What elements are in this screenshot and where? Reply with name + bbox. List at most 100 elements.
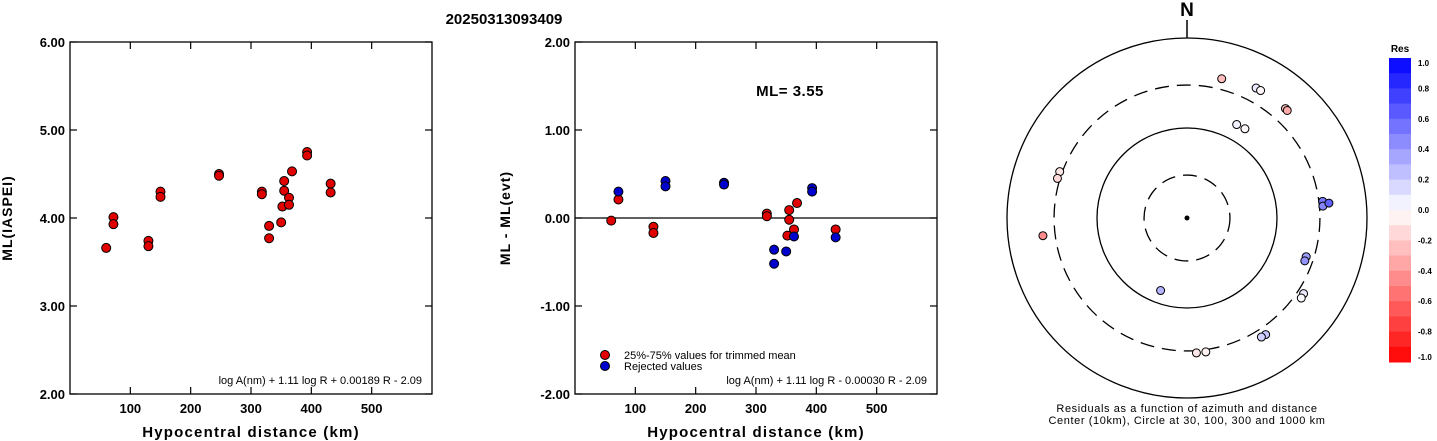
colorbar-tick-label: 1.0	[1418, 59, 1430, 68]
x-tick-label: 300	[745, 401, 767, 416]
caption-line-2: Center (10km), Circle at 30, 100, 300 an…	[1048, 415, 1325, 427]
colorbar-cell	[1389, 301, 1411, 317]
data-point	[325, 187, 336, 198]
colorbar-cell	[1389, 316, 1411, 333]
residual-colorbar: Res 1.0 0.8 0.6 0.4 0.2 0.0 -0.2 -0.4 -0.6 -0.8 -1…	[1389, 44, 1432, 363]
x-axis-label: Hypocentral distance (km)	[142, 424, 360, 441]
data-point	[660, 181, 671, 192]
data-point	[719, 179, 730, 190]
y-tick-label: 6.00	[40, 35, 65, 50]
data-point	[325, 178, 336, 189]
colorbar-cell	[1389, 134, 1411, 150]
colorbar-tick-label: 0.0	[1418, 206, 1430, 215]
data-point	[279, 185, 290, 196]
data-point	[784, 205, 795, 216]
ring-100km	[1096, 127, 1278, 309]
data-point	[830, 232, 841, 243]
azimuth-residual-plot: N Residuals as a function of azimuth and…	[1006, 0, 1368, 427]
colorbar-cell	[1389, 149, 1411, 165]
y-tick-label: 2.00	[40, 387, 65, 402]
formula-label: log A(nm) + 1.11 log R - 0.00030 R - 2.0…	[726, 375, 927, 387]
y-axis-label: ML - ML(evt)	[497, 171, 513, 265]
station-marker	[1217, 74, 1227, 84]
y-tick-label: 4.00	[40, 211, 65, 226]
colorbar-cell	[1389, 58, 1411, 74]
station-marker	[1240, 124, 1250, 134]
y-tick-labels: -2.00 -1.00 0.00 1.00 2.00	[540, 35, 937, 402]
y-tick-labels: 2.00 3.00 4.00 5.00 6.00	[40, 35, 432, 402]
data-point	[276, 217, 287, 228]
data-point	[155, 191, 166, 202]
data-point	[214, 170, 225, 181]
y-tick-label: -1.00	[540, 299, 570, 314]
station-marker	[1256, 332, 1266, 342]
colorbar-cell	[1389, 210, 1411, 226]
colorbar-cell	[1389, 331, 1411, 348]
colorbar-cell	[1389, 118, 1411, 135]
colorbar-cells	[1389, 58, 1411, 363]
colorbar-tick-label: 0.6	[1418, 115, 1430, 124]
x-tick-label: 100	[624, 401, 646, 416]
data-point	[792, 198, 803, 209]
colorbar-tick-label: -0.2	[1418, 236, 1432, 245]
x-tick-label: 400	[805, 401, 827, 416]
colorbar-tick-label: -0.6	[1418, 297, 1432, 306]
colorbar-cell	[1389, 179, 1411, 196]
residual-vs-distance-chart: -2.00 -1.00 0.00 1.00 2.00 100 200 300 400 500 M…	[497, 35, 938, 441]
colorbar-tick-label: 0.2	[1418, 176, 1430, 185]
y-axis-label: ML(IASPEI)	[0, 175, 15, 260]
data-point	[606, 215, 617, 226]
colorbar-cell	[1389, 225, 1411, 241]
colorbar-tick-labels: 1.0 0.8 0.6 0.4 0.2 0.0 -0.2 -0.4 -0.6 -0.8 -1.0	[1418, 59, 1432, 362]
station-marker	[1296, 293, 1306, 303]
ring-1000km	[1006, 37, 1368, 399]
colorbar-tick-label: 0.4	[1418, 145, 1430, 154]
north-label: N	[1180, 0, 1194, 21]
x-tick-label: 400	[300, 401, 322, 416]
y-tick-label: 5.00	[40, 123, 65, 138]
data-point	[302, 150, 313, 161]
colorbar-cell	[1389, 286, 1411, 302]
legend: 25%-75% values for trimmed mean Rejected…	[600, 350, 796, 373]
station-marker	[1300, 256, 1310, 266]
y-tick-label: 3.00	[40, 299, 65, 314]
ring-300km	[1053, 84, 1321, 352]
station-marker	[1324, 198, 1334, 208]
colorbar-cell	[1389, 270, 1411, 287]
legend-label-rejected: Rejected values	[624, 361, 703, 373]
station-marker	[1156, 286, 1166, 296]
x-tick-label: 300	[240, 401, 262, 416]
caption-line-1: Residuals as a function of azimuth and d…	[1056, 403, 1317, 415]
data-points	[101, 147, 336, 253]
data-point	[807, 186, 818, 197]
ml-annotation: ML= 3.55	[756, 83, 824, 100]
data-point	[279, 176, 290, 187]
x-tick-label: 500	[361, 401, 383, 416]
colorbar-tick-label: -0.4	[1418, 267, 1432, 276]
plot-frame	[69, 41, 433, 395]
x-tick-label: 200	[180, 401, 202, 416]
station-marker	[1232, 120, 1242, 130]
station-marker	[1201, 347, 1211, 357]
x-tick-labels: 100 200 300 400 500	[624, 42, 888, 416]
colorbar-cell	[1389, 255, 1411, 272]
data-point	[101, 242, 112, 253]
colorbar-cell	[1389, 240, 1411, 257]
station-marker	[1191, 348, 1201, 358]
data-point	[789, 231, 800, 242]
data-point	[769, 244, 780, 255]
colorbar-cell	[1389, 103, 1411, 120]
y-tick-label: 1.00	[545, 123, 570, 138]
formula-label: log A(nm) + 1.11 log R + 0.00189 R - 2.0…	[219, 375, 422, 387]
colorbar-tick-label: 0.8	[1418, 84, 1430, 93]
x-tick-label: 100	[119, 401, 141, 416]
data-point	[781, 246, 792, 257]
data-point	[256, 189, 267, 200]
data-point	[143, 241, 154, 252]
station-marker	[1038, 231, 1048, 241]
data-point	[287, 166, 298, 177]
distance-rings	[1006, 37, 1368, 399]
x-tick-label: 200	[685, 401, 707, 416]
data-point	[784, 214, 795, 225]
